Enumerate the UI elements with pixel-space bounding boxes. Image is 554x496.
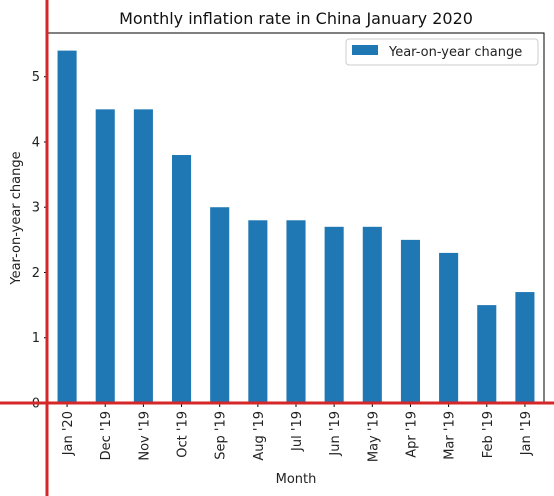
bar — [172, 155, 192, 403]
bar — [439, 252, 459, 403]
x-tick-label: May '19 — [366, 411, 381, 462]
x-tick-label: Oct '19 — [176, 411, 191, 458]
y-tick-label: 2 — [32, 266, 40, 281]
chart-title: Monthly inflation rate in China January … — [119, 9, 473, 28]
bar — [57, 50, 77, 403]
legend-label: Year-on-year change — [388, 45, 522, 60]
bar — [210, 207, 230, 403]
bars-group — [57, 50, 535, 403]
y-tick-label: 1 — [32, 331, 40, 346]
x-tick-label: Nov '19 — [137, 411, 152, 461]
x-axis-title: Month — [276, 472, 317, 487]
y-axis-title: Year-on-year change — [9, 151, 24, 285]
x-tick-label: Jul '19 — [290, 411, 305, 452]
bar — [477, 305, 497, 403]
x-tick-label: Jan '19 — [519, 411, 534, 456]
x-tick-label: Feb '19 — [481, 411, 496, 458]
bar — [515, 292, 535, 403]
legend-swatch — [352, 45, 378, 55]
bar — [324, 226, 344, 403]
bar — [362, 226, 382, 403]
legend-box — [345, 38, 539, 66]
legend: Year-on-year change — [345, 38, 539, 66]
bar — [248, 220, 268, 403]
bar — [95, 109, 115, 403]
x-tick-label: Aug '19 — [252, 411, 267, 461]
y-tick-label: 5 — [32, 70, 40, 85]
y-tick-label: 4 — [32, 135, 40, 150]
x-tick-label: Jun '19 — [328, 411, 343, 457]
bar — [133, 109, 153, 403]
x-tick-label: Apr '19 — [404, 411, 419, 458]
x-axis-ticks: Jan '20 Dec '19 Nov '19 Oct '19 Sep '19 Aug '… — [61, 403, 534, 462]
bar — [400, 239, 420, 403]
y-tick-label: 3 — [32, 201, 40, 216]
bar — [286, 220, 306, 403]
x-tick-label: Sep '19 — [214, 411, 229, 460]
x-tick-label: Mar '19 — [443, 411, 458, 460]
x-tick-label: Dec '19 — [99, 411, 114, 460]
x-tick-label: Jan '20 — [61, 411, 76, 456]
